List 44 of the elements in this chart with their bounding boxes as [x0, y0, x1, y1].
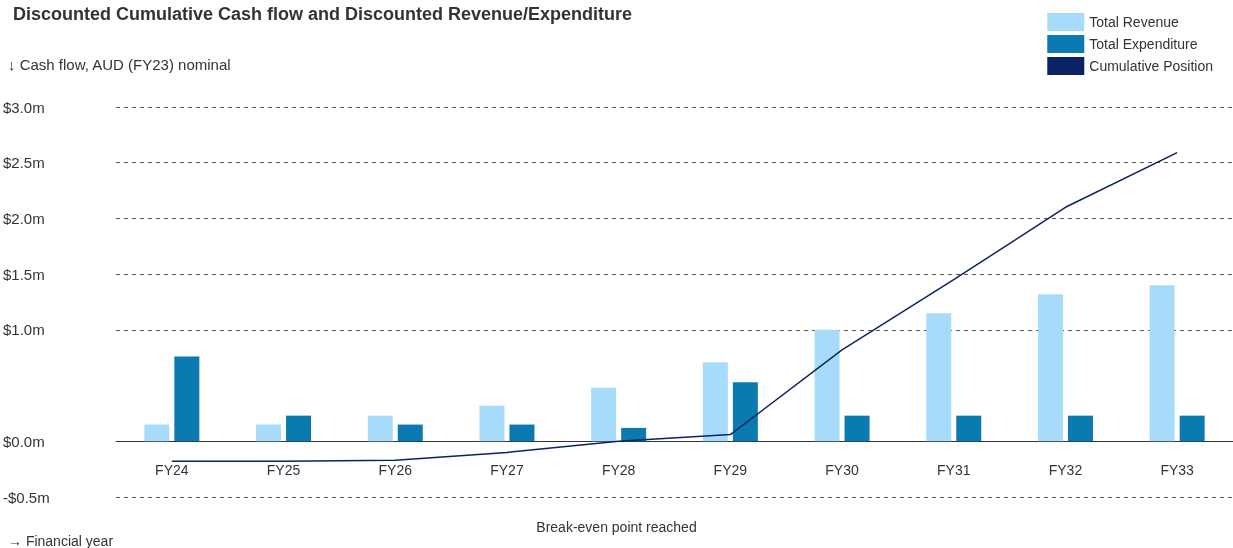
- x-axis-title: → Financial year: [8, 533, 114, 548]
- y-tick-label: -$0.5m: [3, 488, 50, 506]
- x-tick-label: FY25: [266, 462, 301, 478]
- bar: [479, 405, 505, 442]
- bar: [1179, 415, 1205, 442]
- bar: [926, 313, 952, 442]
- legend-label: Total Expenditure: [1089, 36, 1198, 52]
- bar: [509, 424, 535, 442]
- bar: [844, 415, 870, 442]
- bar: [1037, 294, 1063, 442]
- bar: [591, 387, 617, 442]
- chart-title: Discounted Cumulative Cash flow and Discounted Revenue/Expenditure: [13, 4, 633, 24]
- x-tick-label: FY24: [155, 462, 189, 478]
- x-tick-label: FY28: [601, 462, 636, 478]
- x-tick-label: FY31: [937, 462, 971, 478]
- y-tick-label: $2.5m: [3, 154, 45, 172]
- line-series: [171, 151, 1178, 463]
- y-axis-title: ↓ Cash flow, AUD (FY23) nominal: [8, 56, 231, 73]
- bar: [144, 424, 170, 442]
- x-tick-label: FY27: [490, 462, 524, 478]
- bar: [702, 362, 728, 442]
- legend-label: Total Revenue: [1089, 14, 1179, 30]
- bar: [814, 329, 840, 442]
- bar: [367, 415, 393, 442]
- bar: [956, 415, 982, 442]
- y-tick-label: $2.0m: [3, 209, 45, 227]
- x-tick-label: FY33: [1160, 462, 1195, 478]
- x-tick-label: FY32: [1048, 462, 1083, 478]
- legend-label: Cumulative Position: [1089, 58, 1214, 74]
- bar: [1149, 285, 1175, 442]
- y-tick-label: $3.0m: [3, 98, 45, 116]
- y-tick-label: $0.0m: [3, 432, 45, 450]
- x-tick-label: FY30: [825, 462, 859, 478]
- text: Break-even point reached: [536, 519, 697, 535]
- bar: [256, 424, 282, 442]
- bar: [286, 415, 312, 442]
- bar: [1067, 415, 1093, 442]
- x-tick-label: FY26: [378, 462, 413, 478]
- bar: [397, 424, 423, 442]
- x-tick-label: FY29: [713, 462, 748, 478]
- bar: [174, 356, 200, 442]
- y-tick-label: $1.5m: [3, 265, 45, 283]
- bar: [732, 382, 758, 442]
- y-tick-label: $1.0m: [3, 321, 45, 339]
